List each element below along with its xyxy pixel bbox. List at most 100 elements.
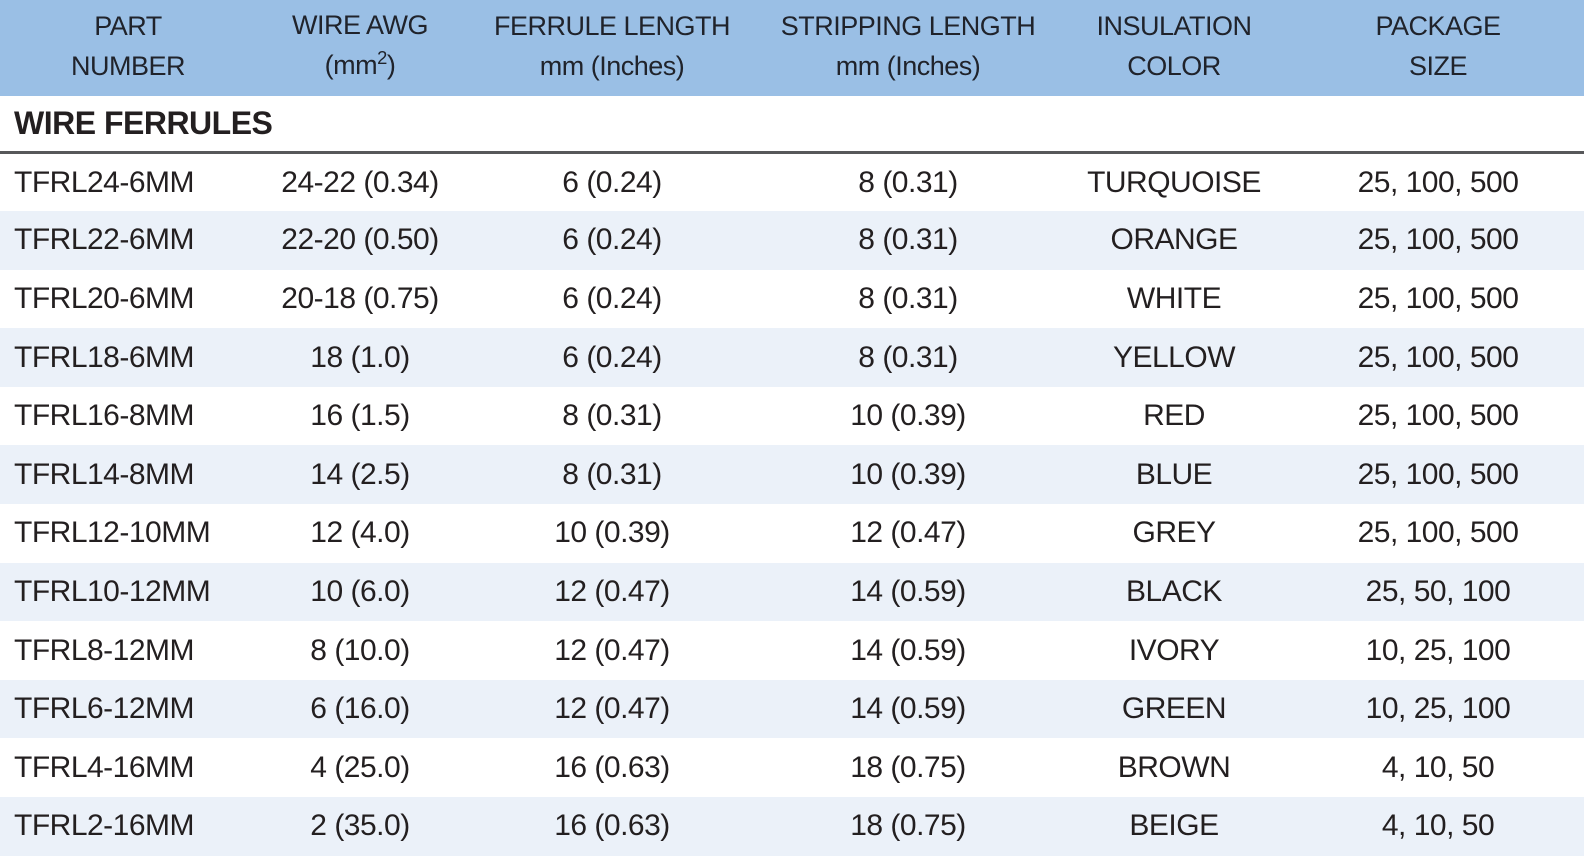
cell-insulation-color: BLUE: [1135, 457, 1213, 491]
cell-stripping-length: 8 (0.31): [858, 223, 958, 257]
cell-part-number: TFRL22-6MM: [14, 223, 195, 257]
cell-wire-awg: 16 (1.5): [310, 399, 410, 433]
cell-wire-awg: 4 (25.0): [310, 750, 410, 784]
cell-ferrule-length: 16 (0.63): [554, 750, 670, 784]
column-header-ferrule-length: FERRULE LENGTH mm (Inches): [464, 0, 760, 96]
cell-stripping-length: 12 (0.47): [850, 516, 966, 550]
cell-stripping-length: 14 (0.59): [850, 692, 966, 726]
cell-wire-awg: 6 (16.0): [310, 692, 410, 726]
cell-wire-awg: 2 (35.0): [310, 809, 410, 843]
column-header-part-number: PART NUMBER: [0, 0, 256, 96]
table-row: TFRL4-16MM 4 (25.0) 16 (0.63) 18 (0.75) BROW…: [0, 738, 1584, 797]
cell-ferrule-length: 6 (0.24): [562, 165, 662, 199]
cell-ferrule-length: 12 (0.47): [554, 574, 670, 608]
cell-wire-awg: 10 (6.0): [310, 574, 410, 608]
cell-insulation-color: BLACK: [1126, 574, 1222, 608]
cell-part-number: TFRL20-6MM: [14, 281, 195, 315]
header-line: (mm2): [256, 45, 464, 88]
cell-part-number: TFRL6-12MM: [14, 692, 195, 726]
cell-ferrule-length: 12 (0.47): [554, 633, 670, 667]
header-line: SIZE: [1408, 51, 1468, 81]
cell-ferrule-length: 8 (0.31): [562, 457, 662, 491]
cell-package-size: 25, 100, 500: [1357, 399, 1519, 433]
cell-stripping-length: 8 (0.31): [858, 165, 958, 199]
cell-wire-awg: 20-18 (0.75): [281, 281, 439, 315]
cell-part-number: TFRL4-16MM: [14, 750, 195, 784]
table-body: WIRE FERRULES TFRL24-6MM 24-22 (0.34) 6 (0…: [0, 96, 1584, 856]
cell-package-size: 25, 100, 500: [1357, 223, 1519, 257]
header-line: FERRULE LENGTH: [493, 11, 731, 41]
header-line: STRIPPING LENGTH: [780, 11, 1036, 41]
cell-ferrule-length: 6 (0.24): [562, 223, 662, 257]
cell-stripping-length: 10 (0.39): [850, 457, 966, 491]
cell-ferrule-length: 8 (0.31): [562, 399, 662, 433]
cell-part-number: TFRL12-10MM: [14, 516, 211, 550]
cell-wire-awg: 12 (4.0): [310, 516, 410, 550]
header-line: INSULATION: [1096, 11, 1252, 41]
cell-insulation-color: TURQUOISE: [1087, 165, 1261, 199]
cell-package-size: 25, 50, 100: [1365, 574, 1511, 608]
cell-insulation-color: BEIGE: [1129, 809, 1219, 843]
cell-stripping-length: 8 (0.31): [858, 340, 958, 374]
cell-part-number: TFRL16-8MM: [14, 399, 195, 433]
cell-insulation-color: IVORY: [1128, 633, 1220, 667]
cell-insulation-color: YELLOW: [1112, 340, 1236, 374]
cell-part-number: TFRL10-12MM: [14, 574, 211, 608]
cell-package-size: 4, 10, 50: [1381, 750, 1495, 784]
cell-insulation-color: GREEN: [1121, 692, 1227, 726]
cell-stripping-length: 14 (0.59): [850, 633, 966, 667]
column-header-wire-awg: WIRE AWG (mm2): [256, 0, 464, 96]
cell-wire-awg: 14 (2.5): [310, 457, 410, 491]
cell-package-size: 4, 10, 50: [1381, 809, 1495, 843]
cell-ferrule-length: 10 (0.39): [554, 516, 670, 550]
cell-package-size: 10, 25, 100: [1365, 692, 1511, 726]
cell-package-size: 25, 100, 500: [1357, 281, 1519, 315]
header-line: PACKAGE: [1375, 11, 1501, 41]
table-row: TFRL20-6MM 20-18 (0.75) 6 (0.24) 8 (0.31) WH…: [0, 270, 1584, 329]
cell-stripping-length: 8 (0.31): [858, 281, 958, 315]
cell-insulation-color: BROWN: [1117, 750, 1231, 784]
cell-wire-awg: 18 (1.0): [310, 340, 410, 374]
table-row: TFRL8-12MM 8 (10.0) 12 (0.47) 14 (0.59) IVOR…: [0, 621, 1584, 680]
cell-wire-awg: 22-20 (0.50): [281, 223, 439, 257]
cell-stripping-length: 14 (0.59): [850, 574, 966, 608]
cell-package-size: 25, 100, 500: [1357, 165, 1519, 199]
cell-part-number: TFRL8-12MM: [14, 633, 195, 667]
cell-package-size: 25, 100, 500: [1357, 340, 1519, 374]
superscript-2: 2: [377, 47, 387, 69]
column-header-stripping-length: STRIPPING LENGTH mm (Inches): [760, 0, 1056, 96]
section-title: WIRE FERRULES: [0, 96, 1584, 154]
table-row: TFRL24-6MM 24-22 (0.34) 6 (0.24) 8 (0.31) TU…: [0, 153, 1584, 212]
table-row: TFRL10-12MM 10 (6.0) 12 (0.47) 14 (0.59) BLA…: [0, 562, 1584, 622]
table-row: TFRL16-8MM 16 (1.5) 8 (0.31) 10 (0.39) RED 25…: [0, 387, 1584, 446]
column-header-package-size: PACKAGE SIZE: [1292, 0, 1584, 96]
table-row: TFRL18-6MM 18 (1.0) 6 (0.24) 8 (0.31) YELLOW…: [0, 328, 1584, 387]
cell-stripping-length: 18 (0.75): [850, 750, 966, 784]
cell-wire-awg: 8 (10.0): [310, 633, 410, 667]
cell-insulation-color: RED: [1143, 399, 1205, 433]
table-row: TFRL6-12MM 6 (16.0) 12 (0.47) 14 (0.59) GREE…: [0, 679, 1584, 739]
cell-insulation-color: WHITE: [1126, 281, 1222, 315]
cell-package-size: 25, 100, 500: [1357, 516, 1519, 550]
table-row: TFRL12-10MM 12 (4.0) 10 (0.39) 12 (0.47) GRE…: [0, 504, 1584, 563]
cell-package-size: 25, 100, 500: [1357, 457, 1519, 491]
cell-part-number: TFRL24-6MM: [14, 165, 195, 199]
cell-insulation-color: ORANGE: [1110, 223, 1238, 257]
header-line: NUMBER: [70, 51, 186, 81]
header-line-text: ): [386, 49, 396, 80]
table-row: TFRL22-6MM 22-20 (0.50) 6 (0.24) 8 (0.31) OR…: [0, 211, 1584, 270]
header-line-text: (mm: [324, 49, 378, 80]
header-line: WIRE AWG: [292, 9, 429, 40]
cell-wire-awg: 24-22 (0.34): [281, 165, 439, 199]
cell-ferrule-length: 16 (0.63): [554, 809, 670, 843]
header-line: COLOR: [1127, 51, 1221, 81]
header-line: mm (Inches): [539, 51, 685, 81]
cell-ferrule-length: 6 (0.24): [562, 281, 662, 315]
cell-ferrule-length: 6 (0.24): [562, 340, 662, 374]
table-header: PART NUMBER WIRE AWG (mm2) FERRULE LENGT…: [0, 0, 1584, 96]
header-row: PART NUMBER WIRE AWG (mm2) FERRULE LENGT…: [0, 0, 1584, 96]
section-header-row: WIRE FERRULES: [0, 96, 1584, 154]
cell-package-size: 10, 25, 100: [1365, 633, 1511, 667]
header-line: PART: [94, 11, 162, 41]
